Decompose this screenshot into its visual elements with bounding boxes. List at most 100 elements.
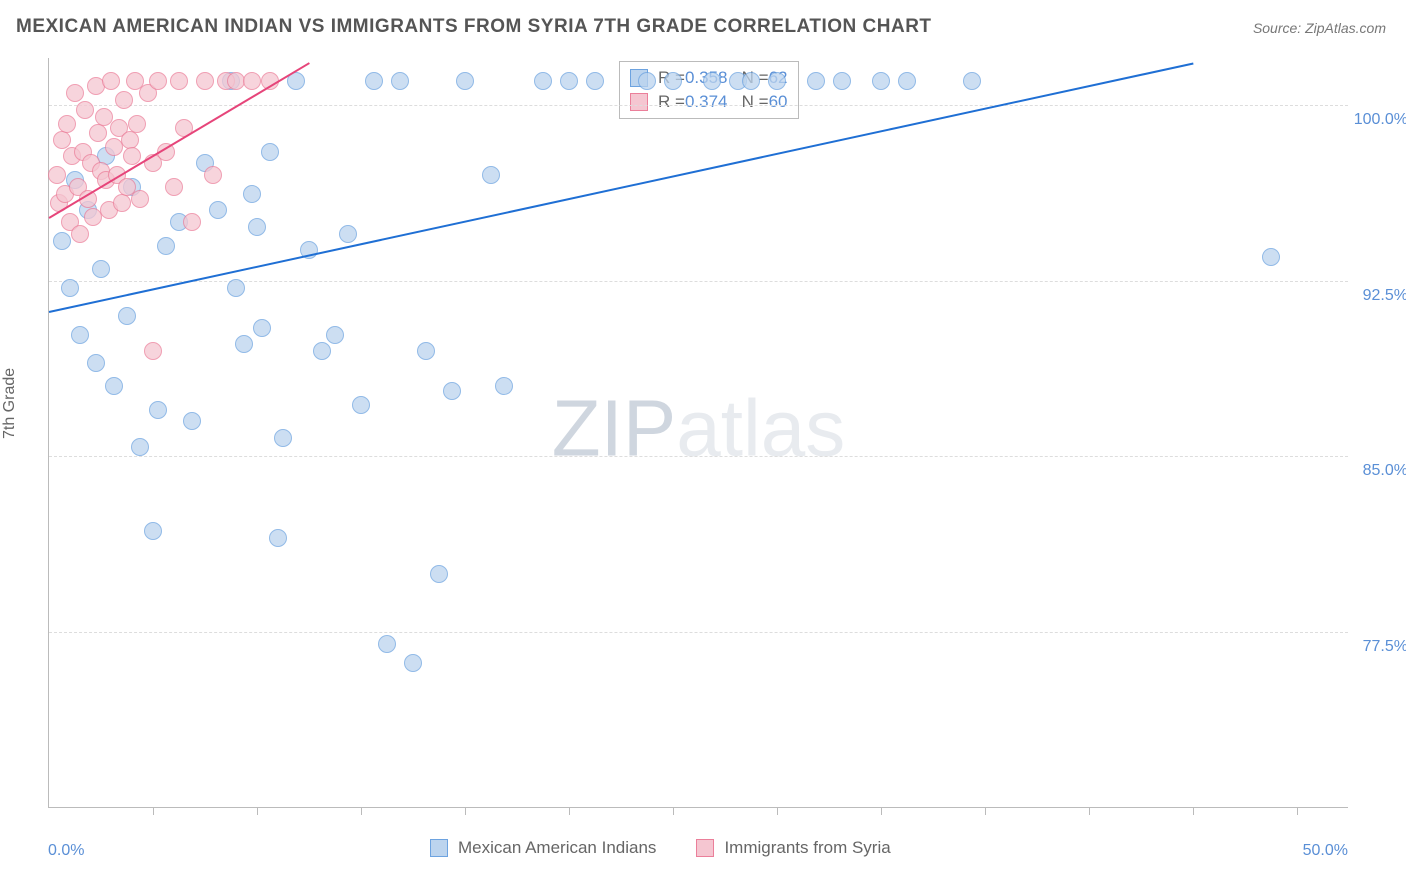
data-point — [898, 72, 916, 90]
data-point — [269, 529, 287, 547]
data-point — [1262, 248, 1280, 266]
data-point — [768, 72, 786, 90]
x-tick — [777, 807, 778, 815]
legend-swatch — [430, 839, 448, 857]
data-point — [253, 319, 271, 337]
x-tick — [257, 807, 258, 815]
data-point — [183, 213, 201, 231]
legend-series: Mexican American IndiansImmigrants from … — [430, 838, 921, 858]
x-tick — [1297, 807, 1298, 815]
x-tick — [465, 807, 466, 815]
x-axis-label-min: 0.0% — [48, 842, 84, 860]
gridline — [49, 456, 1348, 457]
data-point — [378, 635, 396, 653]
data-point — [149, 401, 167, 419]
data-point — [495, 377, 513, 395]
gridline — [49, 632, 1348, 633]
data-point — [326, 326, 344, 344]
x-tick — [673, 807, 674, 815]
gridline — [49, 281, 1348, 282]
y-tick-label: 92.5% — [1363, 287, 1406, 305]
data-point — [128, 115, 146, 133]
y-tick-label: 85.0% — [1363, 462, 1406, 480]
data-point — [66, 84, 84, 102]
data-point — [227, 279, 245, 297]
data-point — [872, 72, 890, 90]
data-point — [115, 91, 133, 109]
data-point — [339, 225, 357, 243]
legend-n-value: 60 — [769, 92, 788, 112]
plot-area: ZIPatlas R = 0.358 N = 62R = 0.374 N = 6… — [48, 58, 1348, 808]
data-point — [560, 72, 578, 90]
legend-r-label: R = — [658, 92, 685, 112]
x-tick — [153, 807, 154, 815]
data-point — [95, 108, 113, 126]
legend-label: Immigrants from Syria — [724, 838, 890, 858]
data-point — [149, 72, 167, 90]
data-point — [209, 201, 227, 219]
data-point — [443, 382, 461, 400]
data-point — [157, 237, 175, 255]
x-tick — [569, 807, 570, 815]
data-point — [365, 72, 383, 90]
data-point — [61, 279, 79, 297]
data-point — [352, 396, 370, 414]
data-point — [92, 260, 110, 278]
data-point — [243, 72, 261, 90]
x-tick — [985, 807, 986, 815]
legend-r-value: 0.374 — [685, 92, 728, 112]
legend-swatch — [696, 839, 714, 857]
data-point — [248, 218, 266, 236]
x-tick — [1089, 807, 1090, 815]
data-point — [742, 72, 760, 90]
watermark: ZIPatlas — [552, 382, 845, 474]
data-point — [664, 72, 682, 90]
data-point — [235, 335, 253, 353]
y-tick-label: 77.5% — [1363, 638, 1406, 656]
data-point — [53, 131, 71, 149]
chart-title: MEXICAN AMERICAN INDIAN VS IMMIGRANTS FR… — [16, 16, 932, 38]
data-point — [113, 194, 131, 212]
data-point — [144, 522, 162, 540]
legend-stat-row: R = 0.374 N = 60 — [630, 90, 788, 114]
gridline — [49, 105, 1348, 106]
data-point — [534, 72, 552, 90]
legend-n-label: N = — [727, 92, 768, 112]
data-point — [89, 124, 107, 142]
data-point — [243, 185, 261, 203]
data-point — [703, 72, 721, 90]
y-axis-title: 7th Grade — [1, 368, 19, 439]
data-point — [76, 101, 94, 119]
data-point — [391, 72, 409, 90]
watermark-part1: ZIP — [552, 383, 676, 472]
data-point — [183, 412, 201, 430]
data-point — [456, 72, 474, 90]
data-point — [71, 326, 89, 344]
data-point — [87, 354, 105, 372]
data-point — [274, 429, 292, 447]
data-point — [102, 72, 120, 90]
data-point — [105, 377, 123, 395]
data-point — [118, 307, 136, 325]
chart-container: MEXICAN AMERICAN INDIAN VS IMMIGRANTS FR… — [0, 0, 1406, 892]
data-point — [313, 342, 331, 360]
source-attribution: Source: ZipAtlas.com — [1253, 20, 1386, 36]
data-point — [170, 72, 188, 90]
data-point — [482, 166, 500, 184]
data-point — [71, 225, 89, 243]
data-point — [204, 166, 222, 184]
y-tick-label: 100.0% — [1354, 111, 1406, 129]
x-axis-label-max: 50.0% — [1303, 842, 1348, 860]
data-point — [807, 72, 825, 90]
data-point — [963, 72, 981, 90]
data-point — [833, 72, 851, 90]
x-tick — [881, 807, 882, 815]
x-tick — [361, 807, 362, 815]
data-point — [586, 72, 604, 90]
legend-swatch — [630, 93, 648, 111]
data-point — [196, 72, 214, 90]
data-point — [58, 115, 76, 133]
data-point — [261, 143, 279, 161]
data-point — [638, 72, 656, 90]
data-point — [430, 565, 448, 583]
